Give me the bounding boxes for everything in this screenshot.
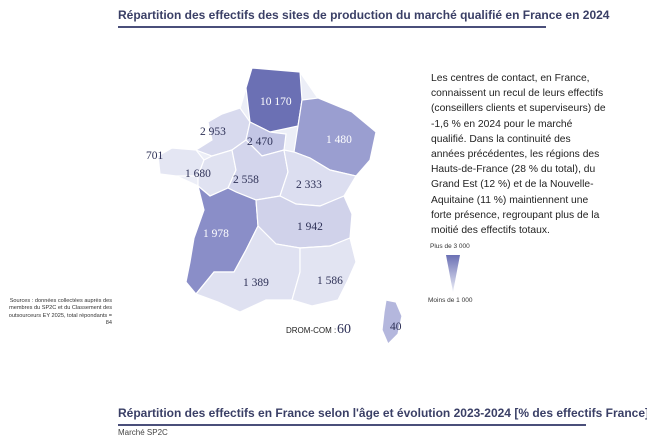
description-text: Les centres de contact, en France, conna… [431, 73, 606, 237]
legend-max-label: Plus de 3 000 [430, 243, 470, 250]
region-value-corse: 40 [390, 321, 402, 333]
region-value-hauts-de-france: 10 170 [260, 96, 292, 108]
region-value-ile-de-france: 2 470 [247, 136, 273, 148]
second-chart-title: Répartition des effectifs en France selo… [118, 406, 647, 426]
region-value-pays-de-la-loire: 1 680 [185, 168, 211, 180]
region-value-normandie: 2 953 [200, 126, 226, 138]
region-value-paca: 1 586 [317, 275, 343, 287]
legend-min-label: Moins de 1 000 [428, 297, 473, 304]
drom-com-value: 60 [337, 322, 351, 337]
region-value-bretagne: 701 [146, 150, 164, 162]
sources-note: Sources : données collectées auprès des … [8, 298, 112, 327]
region-value-auvergne-rhone-alpes: 1 942 [297, 221, 323, 233]
region-value-occitanie: 1 389 [243, 277, 269, 289]
region-corse [381, 299, 403, 346]
legend-gradient [446, 255, 460, 292]
drom-com-label: DROM-COM : [286, 326, 337, 335]
region-value-bourgogne-franche-comte: 2 333 [296, 179, 322, 191]
region-value-nouvelle-aquitaine: 1 978 [203, 228, 229, 240]
second-chart-subtitle: Marché SP2C [118, 428, 168, 437]
region-paca [291, 237, 357, 307]
region-value-centre-val-de-loire: 2 558 [233, 174, 259, 186]
region-value-grand-est: 1 480 [326, 134, 352, 146]
chart-title: Répartition des effectifs des sites de p… [118, 8, 609, 28]
